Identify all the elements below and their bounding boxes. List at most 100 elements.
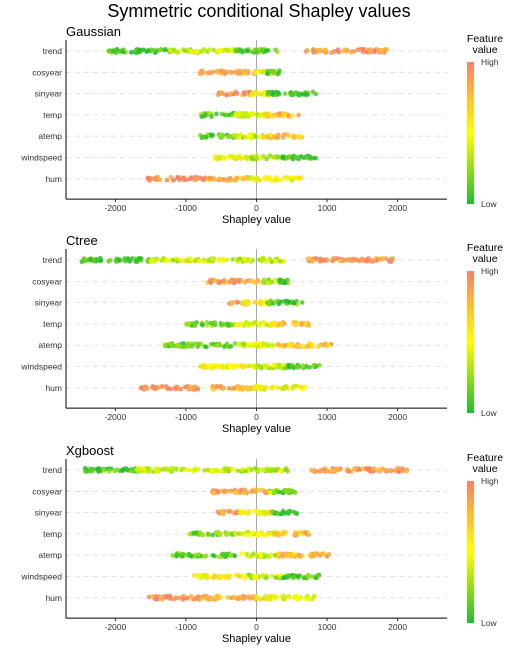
y-tick-label: trend — [43, 46, 63, 56]
data-point — [187, 467, 193, 473]
data-point — [286, 133, 292, 139]
x-tick-label: 1000 — [318, 412, 337, 422]
data-point — [241, 342, 246, 347]
data-point — [227, 488, 232, 494]
data-point — [226, 531, 231, 536]
data-point — [297, 553, 303, 559]
data-point — [276, 551, 282, 556]
data-point — [210, 532, 215, 538]
data-point — [270, 509, 275, 514]
x-axis-label: Shapley value — [222, 423, 291, 435]
data-point — [179, 553, 185, 559]
data-point — [299, 320, 305, 326]
data-point — [264, 385, 269, 390]
data-point — [245, 343, 251, 349]
data-point — [260, 596, 265, 601]
data-point — [371, 466, 376, 471]
data-point — [296, 112, 301, 118]
data-point — [300, 363, 306, 368]
data-point — [303, 530, 308, 536]
data-point — [230, 466, 236, 472]
y-tick-label: hum — [45, 593, 62, 603]
x-tick-label: 2000 — [388, 412, 407, 422]
legend-title: value — [472, 253, 497, 265]
data-point — [221, 322, 227, 327]
data-point — [204, 320, 210, 325]
data-point — [280, 319, 286, 325]
data-point — [372, 49, 377, 55]
data-point — [235, 531, 241, 536]
data-point — [260, 155, 266, 160]
data-point — [203, 344, 209, 350]
data-point — [154, 596, 159, 602]
data-point — [277, 277, 282, 283]
data-point — [239, 551, 244, 556]
y-tick-label: cosyear — [32, 486, 62, 496]
data-point — [217, 257, 223, 262]
data-point — [224, 364, 229, 370]
data-point — [253, 487, 259, 492]
data-point — [258, 301, 263, 307]
data-point — [297, 175, 302, 181]
data-point — [251, 320, 257, 326]
data-point — [183, 344, 189, 350]
data-point — [212, 320, 218, 325]
data-point — [240, 301, 245, 306]
data-point — [326, 343, 331, 349]
x-tick-label: 1000 — [318, 622, 337, 632]
data-point — [254, 153, 260, 159]
data-point — [270, 154, 276, 160]
data-point — [292, 135, 297, 140]
data-point — [276, 489, 282, 495]
data-point — [245, 114, 251, 119]
data-point — [277, 111, 282, 116]
data-point — [276, 301, 282, 307]
data-point — [292, 153, 297, 159]
data-point — [274, 135, 280, 140]
data-point — [193, 48, 199, 54]
data-point — [304, 154, 309, 160]
data-point — [404, 468, 410, 474]
data-point — [187, 531, 193, 537]
data-point — [240, 176, 246, 182]
data-point — [182, 48, 187, 53]
data-point — [215, 92, 221, 97]
data-point — [259, 69, 265, 75]
data-point — [291, 552, 297, 557]
data-point — [217, 155, 222, 160]
x-tick-label: 0 — [254, 412, 259, 422]
data-point — [233, 178, 238, 183]
data-point — [225, 595, 230, 600]
legend-low-label: Low — [481, 618, 497, 628]
data-point — [224, 341, 230, 347]
data-point — [208, 320, 214, 326]
data-point — [235, 300, 241, 305]
data-point — [176, 595, 181, 601]
data-point — [253, 575, 258, 581]
data-point — [292, 490, 298, 495]
data-point — [220, 364, 225, 370]
data-point — [248, 278, 254, 284]
data-point — [301, 92, 307, 97]
data-point — [159, 384, 164, 390]
data-point — [282, 343, 288, 348]
data-point — [297, 384, 303, 390]
data-point — [173, 386, 178, 392]
data-point — [217, 176, 222, 182]
data-point — [254, 70, 259, 75]
data-point — [158, 47, 164, 53]
data-point — [252, 279, 257, 285]
data-point — [228, 344, 234, 349]
data-point — [313, 575, 319, 581]
data-point — [228, 509, 234, 514]
data-point — [220, 488, 226, 494]
data-point — [209, 469, 215, 475]
data-point — [248, 385, 253, 390]
data-point — [148, 176, 153, 181]
data-point — [228, 552, 234, 558]
data-point — [230, 155, 236, 161]
data-point — [192, 467, 198, 473]
data-point — [175, 50, 181, 55]
